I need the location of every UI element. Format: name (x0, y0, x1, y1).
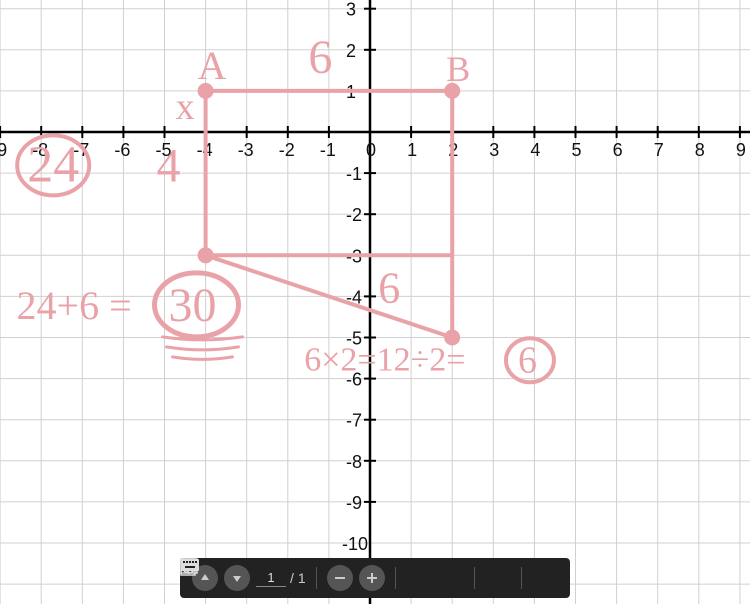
label-B: B (446, 49, 470, 89)
x-tick-label: 1 (407, 140, 417, 160)
arrow-down-icon (231, 572, 243, 584)
fit-width-button[interactable] (406, 565, 432, 591)
y-tick-label: 2 (346, 41, 356, 61)
base-6: 6 (378, 263, 400, 312)
rotate-button[interactable] (485, 565, 511, 591)
point-C (198, 247, 214, 263)
fit-page-button[interactable] (438, 565, 464, 591)
zoom-in-button[interactable] (359, 565, 385, 591)
area-24: 24 (27, 136, 79, 193)
label-A: A (198, 43, 227, 88)
width-6-top: 6 (308, 31, 332, 84)
x-tick-label: 6 (613, 140, 623, 160)
underline-30 (167, 347, 239, 350)
zoom-out-button[interactable] (327, 565, 353, 591)
y-tick-label: -9 (346, 493, 362, 513)
arrow-up-icon (199, 572, 211, 584)
x-tick-label: 3 (489, 140, 499, 160)
keyboard-icon (180, 558, 200, 572)
y-tick-label: -7 (346, 411, 362, 431)
x-tick-label: -9 (0, 140, 7, 160)
y-tick-label: -2 (346, 205, 362, 225)
page-total: 1 (298, 570, 306, 586)
coordinate-plane: -9-8-7-6-5-4-3-2-10123456789321-1-2-3-4-… (0, 0, 750, 604)
x-tick-label: 0 (366, 140, 376, 160)
minus-icon (333, 571, 347, 585)
stage: -9-8-7-6-5-4-3-2-10123456789321-1-2-3-4-… (0, 0, 750, 604)
pdf-toolbar: / 1 (180, 558, 570, 598)
equation-1: 24+6 = (17, 283, 132, 328)
page-input[interactable] (256, 569, 286, 587)
y-tick-label: -10 (342, 534, 368, 554)
x-tick-label: 7 (654, 140, 664, 160)
page-indicator: / 1 (256, 569, 306, 587)
toolbar-separator (474, 567, 475, 589)
toolbar-separator (316, 567, 317, 589)
x-tick-label: -3 (238, 140, 254, 160)
x-tick-label: -1 (320, 140, 336, 160)
page-sep: / (290, 570, 294, 586)
x-tick-label: -2 (279, 140, 295, 160)
x-tick-label: 4 (530, 140, 540, 160)
result-30: 30 (169, 279, 217, 332)
equation-2: 6×2=12÷2= (304, 341, 465, 378)
toolbar-separator (521, 567, 522, 589)
toolbar-separator (395, 567, 396, 589)
y-tick-label: -1 (346, 164, 362, 184)
plus-icon (365, 571, 379, 585)
y-tick-label: -8 (346, 452, 362, 472)
x-tick-label: 5 (572, 140, 582, 160)
result-6: 6 (518, 339, 537, 381)
next-page-button[interactable] (224, 565, 250, 591)
x-mark: x (176, 86, 195, 128)
height-4: 4 (157, 139, 181, 192)
x-tick-label: 9 (736, 140, 746, 160)
x-tick-label: 8 (695, 140, 705, 160)
tools-button[interactable] (532, 565, 558, 591)
underline-30 (173, 357, 233, 360)
x-tick-label: -6 (114, 140, 130, 160)
y-tick-label: 3 (346, 0, 356, 20)
